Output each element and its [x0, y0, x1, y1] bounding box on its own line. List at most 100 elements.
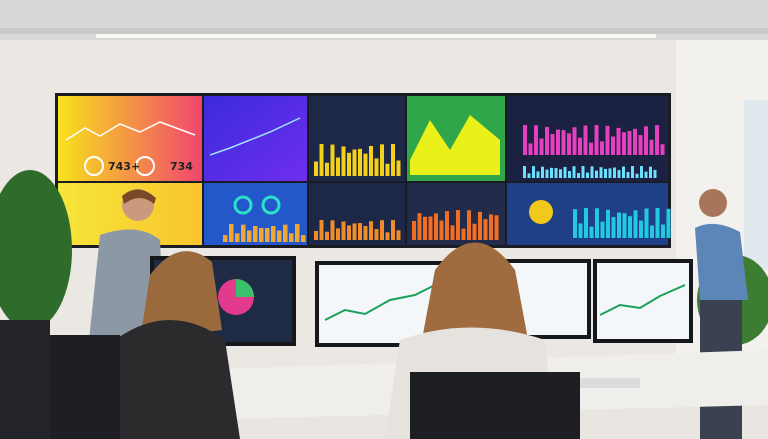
decorative-bar: [319, 220, 324, 240]
gauge: [261, 195, 281, 215]
decorative-bar: [385, 232, 390, 240]
decorative-bar: [661, 224, 665, 238]
decorative-bar: [385, 163, 390, 176]
window: [744, 100, 768, 270]
light-strip: [96, 34, 656, 38]
decorative-bar: [584, 208, 588, 238]
chair: [0, 320, 50, 439]
decorative-bar: [336, 228, 340, 240]
decorative-bar: [631, 166, 634, 178]
decorative-bar: [567, 133, 571, 155]
decorative-bar: [635, 173, 639, 178]
decorative-bar: [358, 148, 362, 176]
decorative-bar: [604, 168, 607, 178]
chair: [410, 372, 580, 439]
decorative-bar: [369, 221, 373, 240]
decorative-bar: [606, 209, 610, 238]
decorative-bar: [622, 132, 626, 155]
decorative-bar: [428, 216, 433, 240]
decorative-bar: [539, 138, 544, 155]
decorative-bar: [640, 166, 643, 178]
line-chart: [209, 117, 301, 156]
decorative-bar: [611, 136, 615, 155]
decorative-bar: [396, 160, 401, 176]
decorative-bar: [289, 233, 294, 242]
decorative-bar: [595, 170, 598, 178]
hair: [122, 189, 156, 204]
decorative-bar: [369, 145, 373, 176]
decorative-bar: [461, 228, 466, 240]
stat-value: 743+: [108, 160, 140, 173]
decorative-bar: [608, 168, 612, 178]
gauge: [233, 195, 253, 215]
decorative-bar: [523, 166, 526, 178]
decorative-bar: [655, 125, 659, 155]
decorative-bar: [650, 225, 654, 238]
decorative-bar: [590, 166, 594, 178]
decorative-bar: [341, 146, 346, 176]
decorative-bar: [347, 225, 351, 240]
panel: [58, 96, 202, 181]
line-chart: [324, 284, 436, 321]
decorative-bar: [550, 133, 555, 155]
decorative-bar: [223, 235, 228, 242]
person-body: [695, 223, 748, 300]
line-chart: [599, 284, 686, 316]
decorative-bar: [235, 233, 240, 242]
decorative-bar: [572, 166, 576, 178]
decorative-bar: [330, 220, 335, 240]
pie-chart: [529, 200, 553, 224]
person-head: [699, 189, 727, 217]
monitor-screen: [597, 263, 689, 339]
decorative-bar: [374, 229, 379, 240]
decorative-bar: [589, 142, 593, 155]
decorative-bar: [581, 166, 585, 178]
decorative-bar: [412, 220, 416, 240]
decorative-bar: [247, 230, 252, 242]
area-chart: [410, 115, 500, 175]
decorative-bar: [489, 214, 493, 240]
decorative-bar: [391, 144, 395, 176]
decorative-bar: [467, 210, 471, 240]
decorative-bar: [660, 144, 665, 155]
decorative-bar: [545, 169, 549, 178]
decorative-bar: [439, 220, 444, 240]
decorative-bar: [277, 230, 282, 242]
decorative-bar: [314, 230, 318, 240]
decorative-bar: [478, 211, 482, 240]
decorative-bar: [572, 127, 577, 155]
decorative-bar: [265, 227, 270, 242]
decorative-bar: [617, 212, 621, 238]
decorative-bar: [241, 224, 246, 242]
decorative-bar: [541, 166, 544, 178]
decorative-bar: [556, 129, 560, 155]
decorative-bar: [483, 219, 488, 240]
decorative-bar: [391, 220, 395, 240]
decorative-bar: [527, 173, 531, 178]
decorative-bar: [295, 224, 300, 242]
decorative-bar: [445, 211, 449, 240]
monitor-screen: [319, 265, 439, 343]
decorative-bar: [594, 125, 599, 155]
decorative-bar: [649, 166, 652, 178]
decorative-bar: [314, 161, 318, 176]
decorative-bar: [341, 221, 346, 240]
decorative-bar: [536, 171, 540, 178]
decorative-bar: [554, 168, 558, 178]
stat-value: 734: [170, 160, 193, 173]
decorative-bar: [374, 158, 379, 176]
decorative-bar: [363, 226, 368, 240]
decorative-bar: [550, 167, 553, 178]
decorative-bar: [545, 126, 549, 155]
decorative-bar: [336, 157, 340, 176]
ceiling-beam: [0, 28, 768, 34]
video-wall: 743+ 734: [58, 96, 671, 330]
decorative-bar: [622, 213, 627, 238]
hair: [420, 242, 530, 350]
decorative-bar: [600, 221, 605, 238]
decorative-bar: [325, 231, 329, 240]
decorative-bar: [595, 208, 599, 238]
decorative-bar: [494, 215, 499, 240]
decorative-bar: [586, 172, 589, 178]
gauge: [135, 156, 155, 176]
